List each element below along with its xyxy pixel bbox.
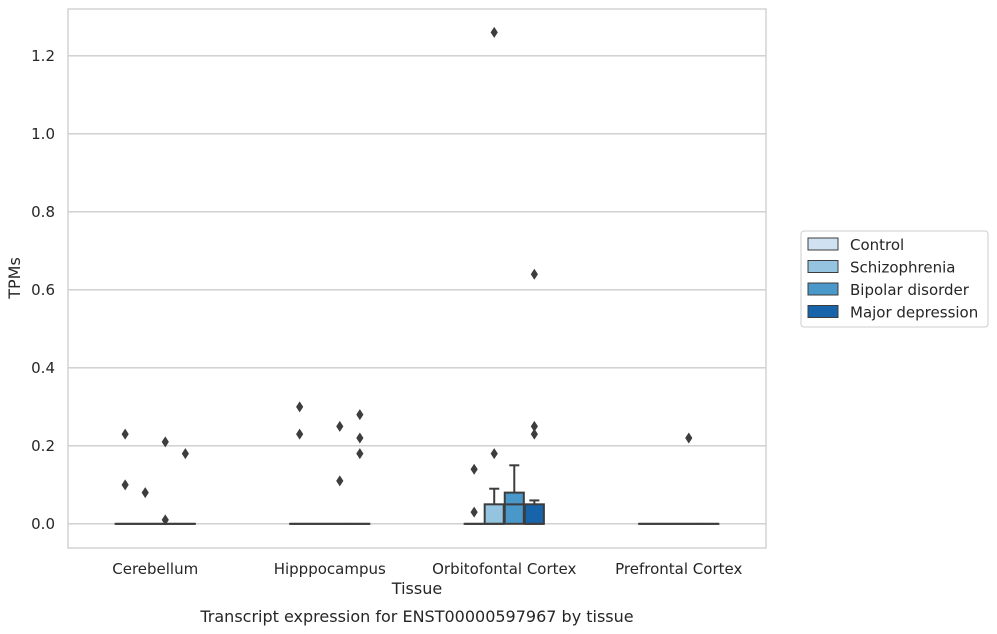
box <box>483 503 505 525</box>
x-tick-label: Prefrontal Cortex <box>615 560 742 578</box>
outlier-marker <box>336 420 344 432</box>
x-tick-label: Cerebellum <box>112 560 198 578</box>
legend-frame <box>800 230 989 328</box>
legend-label: Bipolar disorder <box>850 281 970 299</box>
legend-swatch <box>807 260 839 273</box>
x-tick-label: Hipppocampus <box>274 560 386 578</box>
y-tick-label: 1.0 <box>31 125 55 143</box>
outlier-marker <box>490 448 498 460</box>
legend-swatch <box>807 237 839 251</box>
outlier-marker <box>356 432 364 444</box>
outlier-marker <box>336 475 344 487</box>
y-tick-label: 1.2 <box>31 47 55 65</box>
legend-label: Major depression <box>850 304 978 322</box>
y-tick-labels: 0.0 0.2 0.4 0.6 0.8 1.0 1.2 <box>31 47 55 533</box>
x-axis-label: Tissue <box>391 579 442 598</box>
outlier-marker <box>141 487 149 499</box>
outlier-marker <box>161 514 169 526</box>
legend-label: Schizophrenia <box>850 259 955 277</box>
outlier-marker <box>121 479 129 491</box>
x-tick-labels: Cerebellum Hipppocampus Orbitofontal Corte… <box>112 560 742 578</box>
outlier-marker <box>685 432 693 444</box>
y-tick-label: 0.4 <box>31 359 55 377</box>
box-group <box>483 487 505 525</box>
box <box>503 491 525 525</box>
outlier-marker <box>121 428 129 440</box>
y-axis-label: TPMs <box>5 257 24 300</box>
grid-lines <box>68 55 766 525</box>
chart-caption: Transcript expression for ENST0000059796… <box>199 607 633 626</box>
outlier-marker <box>490 26 498 38</box>
legend-swatch <box>807 305 839 318</box>
legend-label: Control <box>850 236 904 254</box>
outlier-marker <box>296 401 304 413</box>
box-plot-series <box>114 464 720 525</box>
box-group <box>503 464 525 525</box>
outlier-marker <box>530 268 538 280</box>
outlier-marker <box>530 428 538 440</box>
y-tick-label: 0.0 <box>31 515 55 533</box>
legend: Control Schizophrenia Bipolar disorder Majo… <box>800 230 989 328</box>
box <box>523 503 545 525</box>
legend-swatch <box>807 282 839 296</box>
outlier-marker <box>356 409 364 421</box>
y-tick-label: 0.8 <box>31 203 55 221</box>
outlier-marker <box>296 428 304 440</box>
y-tick-label: 0.6 <box>31 281 55 299</box>
x-tick-label: Orbitofontal Cortex <box>432 560 576 578</box>
outlier-marker <box>470 506 478 518</box>
y-tick-label: 0.2 <box>31 437 55 455</box>
box-group <box>523 499 545 525</box>
outlier-marker <box>181 448 189 460</box>
plot-frame <box>67 8 767 549</box>
outlier-marker <box>161 436 169 448</box>
outlier-marker <box>470 463 478 475</box>
outlier-markers <box>121 26 693 526</box>
outlier-marker <box>356 448 364 460</box>
outlier-marker <box>530 420 538 432</box>
